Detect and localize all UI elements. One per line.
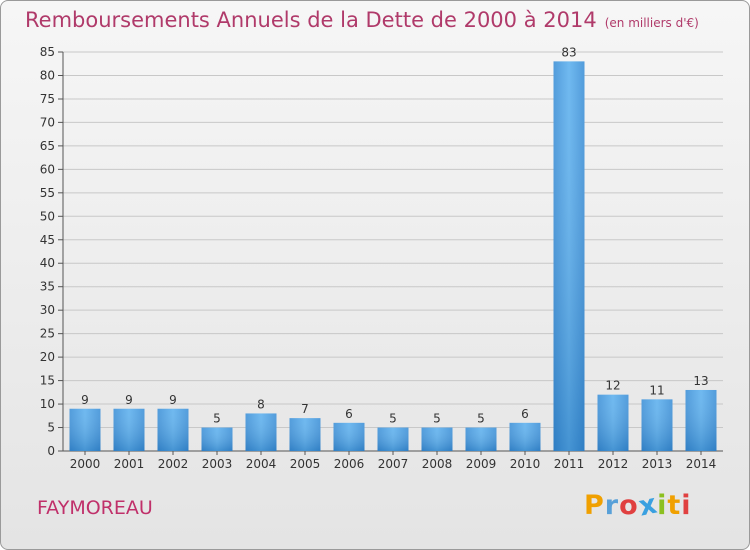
y-tick-label: 45	[40, 233, 55, 247]
bar-shade	[685, 389, 717, 451]
y-tick-label: 85	[40, 45, 55, 59]
bar-shade	[245, 413, 277, 451]
x-tick-label: 2007	[378, 457, 409, 471]
x-tick-label: 2005	[290, 457, 321, 471]
x-tick-label: 2008	[422, 457, 453, 471]
x-tick-label: 2003	[202, 457, 233, 471]
x-tick-label: 2012	[598, 457, 629, 471]
x-tick-label: 2000	[70, 457, 101, 471]
logo-letter: r	[604, 490, 620, 521]
bar-value-label: 9	[81, 393, 89, 407]
bar-value-label: 5	[389, 412, 397, 426]
bar-shade	[597, 394, 629, 451]
bar-shade	[113, 408, 145, 451]
bar-value-label: 9	[169, 393, 177, 407]
y-tick-label: 60	[40, 162, 55, 176]
logo-letter: o	[619, 490, 639, 521]
y-tick-label: 40	[40, 256, 55, 270]
y-tick-label: 5	[47, 421, 55, 435]
chart-title: Remboursements Annuels de la Dette de 20…	[25, 8, 699, 32]
bar-value-label: 5	[477, 412, 485, 426]
y-tick-label: 10	[40, 397, 55, 411]
bar-value-label: 5	[433, 412, 441, 426]
y-tick-label: 20	[40, 350, 55, 364]
y-tick-label: 70	[40, 115, 55, 129]
bar-shade	[157, 408, 189, 451]
commune-name: FAYMOREAU	[37, 497, 153, 519]
bar-shade	[641, 399, 673, 451]
bar-shade	[553, 61, 585, 451]
bar-shade	[289, 418, 321, 451]
x-tick-label: 2004	[246, 457, 277, 471]
x-tick-label: 2006	[334, 457, 365, 471]
bar-value-label: 12	[605, 379, 620, 393]
bar-shade	[201, 427, 233, 451]
bar-shade	[69, 408, 101, 451]
y-tick-label: 65	[40, 139, 55, 153]
bar-value-label: 8	[257, 397, 265, 411]
logo-letter: i	[657, 490, 668, 521]
y-tick-label: 15	[40, 374, 55, 388]
bar-shade	[465, 427, 497, 451]
x-tick-label: 2011	[554, 457, 585, 471]
y-tick-label: 25	[40, 327, 55, 341]
y-tick-label: 55	[40, 186, 55, 200]
logo-letter: t	[667, 490, 682, 521]
bar-value-label: 5	[213, 412, 221, 426]
bar-value-label: 9	[125, 393, 133, 407]
bar-value-label: 7	[301, 402, 309, 416]
bar-value-label: 13	[693, 374, 708, 388]
y-tick-label: 50	[40, 209, 55, 223]
x-tick-label: 2009	[466, 457, 497, 471]
bar-shade	[509, 422, 541, 451]
proxiti-logo: Proxiti	[584, 488, 692, 522]
x-tick-label: 2010	[510, 457, 541, 471]
y-tick-label: 75	[40, 92, 55, 106]
y-tick-label: 0	[47, 444, 55, 458]
x-tick-label: 2002	[158, 457, 189, 471]
bar-value-label: 6	[345, 407, 353, 421]
logo-letter: P	[584, 490, 605, 521]
bar-value-label: 83	[561, 45, 576, 59]
x-tick-label: 2001	[114, 457, 145, 471]
y-tick-label: 80	[40, 68, 55, 82]
bar-value-label: 6	[521, 407, 529, 421]
bar-shade	[421, 427, 453, 451]
bar-shade	[333, 422, 365, 451]
bar-value-label: 11	[649, 383, 664, 397]
y-tick-label: 30	[40, 303, 55, 317]
y-tick-label: 35	[40, 280, 55, 294]
x-tick-label: 2013	[642, 457, 673, 471]
bar-shade	[377, 427, 409, 451]
unit-label: (en milliers d'€)	[604, 16, 699, 30]
x-tick-label: 2014	[686, 457, 717, 471]
logo-letter: i	[681, 490, 692, 521]
